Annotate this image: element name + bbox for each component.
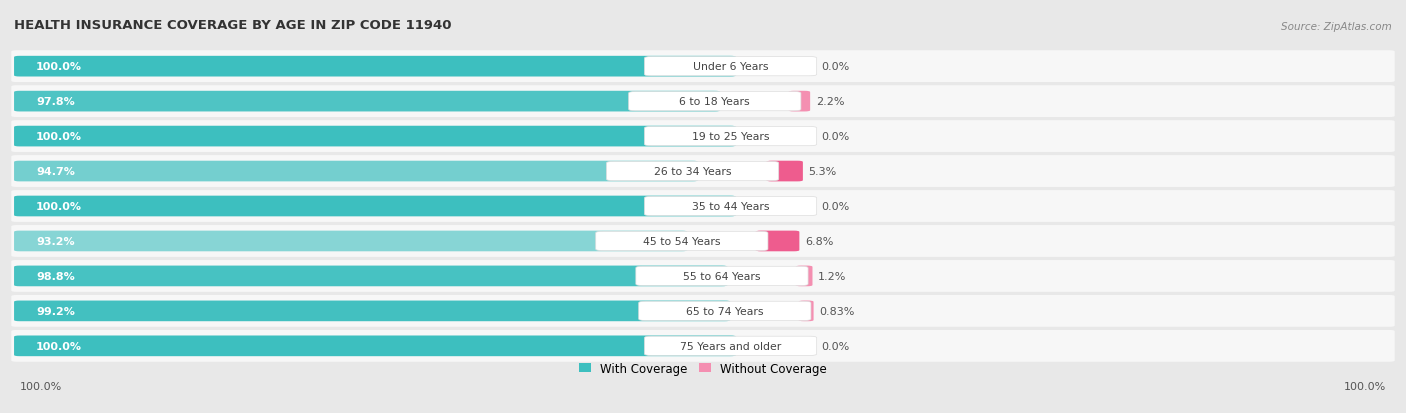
FancyBboxPatch shape	[11, 191, 1395, 222]
FancyBboxPatch shape	[606, 162, 779, 181]
FancyBboxPatch shape	[644, 197, 817, 216]
Text: 19 to 25 Years: 19 to 25 Years	[692, 132, 769, 142]
FancyBboxPatch shape	[11, 295, 1395, 327]
FancyBboxPatch shape	[14, 196, 737, 217]
Text: 100.0%: 100.0%	[37, 62, 82, 72]
Text: 26 to 34 Years: 26 to 34 Years	[654, 166, 731, 177]
FancyBboxPatch shape	[11, 121, 1395, 153]
FancyBboxPatch shape	[14, 336, 737, 356]
Text: 0.0%: 0.0%	[821, 62, 849, 72]
Text: 100.0%: 100.0%	[37, 132, 82, 142]
Text: 99.2%: 99.2%	[37, 306, 75, 316]
Text: 75 Years and older: 75 Years and older	[681, 341, 782, 351]
FancyBboxPatch shape	[789, 92, 810, 112]
Text: 100.0%: 100.0%	[20, 381, 62, 391]
Text: 0.0%: 0.0%	[821, 202, 849, 211]
FancyBboxPatch shape	[11, 330, 1395, 362]
FancyBboxPatch shape	[644, 57, 817, 76]
FancyBboxPatch shape	[14, 126, 737, 147]
FancyBboxPatch shape	[644, 337, 817, 356]
FancyBboxPatch shape	[755, 231, 800, 252]
Text: 2.2%: 2.2%	[815, 97, 844, 107]
Text: 0.83%: 0.83%	[820, 306, 855, 316]
Legend: With Coverage, Without Coverage: With Coverage, Without Coverage	[574, 357, 832, 380]
Text: 98.8%: 98.8%	[37, 271, 75, 281]
FancyBboxPatch shape	[14, 301, 730, 321]
FancyBboxPatch shape	[596, 232, 768, 251]
Text: 0.0%: 0.0%	[821, 132, 849, 142]
Text: 35 to 44 Years: 35 to 44 Years	[692, 202, 769, 211]
FancyBboxPatch shape	[11, 260, 1395, 292]
FancyBboxPatch shape	[14, 92, 720, 112]
Text: HEALTH INSURANCE COVERAGE BY AGE IN ZIP CODE 11940: HEALTH INSURANCE COVERAGE BY AGE IN ZIP …	[14, 19, 451, 32]
Text: Source: ZipAtlas.com: Source: ZipAtlas.com	[1281, 22, 1392, 32]
Text: 6.8%: 6.8%	[804, 236, 834, 247]
Text: 55 to 64 Years: 55 to 64 Years	[683, 271, 761, 281]
Text: 45 to 54 Years: 45 to 54 Years	[643, 236, 721, 247]
FancyBboxPatch shape	[636, 267, 808, 286]
FancyBboxPatch shape	[11, 156, 1395, 188]
Text: Under 6 Years: Under 6 Years	[693, 62, 768, 72]
FancyBboxPatch shape	[644, 127, 817, 146]
FancyBboxPatch shape	[14, 231, 688, 252]
FancyBboxPatch shape	[11, 86, 1395, 118]
Text: 100.0%: 100.0%	[1344, 381, 1386, 391]
FancyBboxPatch shape	[799, 301, 814, 321]
Text: 93.2%: 93.2%	[37, 236, 75, 247]
Text: 100.0%: 100.0%	[37, 341, 82, 351]
FancyBboxPatch shape	[14, 161, 699, 182]
Text: 94.7%: 94.7%	[37, 166, 75, 177]
Text: 100.0%: 100.0%	[37, 202, 82, 211]
Text: 6 to 18 Years: 6 to 18 Years	[679, 97, 751, 107]
Text: 65 to 74 Years: 65 to 74 Years	[686, 306, 763, 316]
Text: 97.8%: 97.8%	[37, 97, 75, 107]
FancyBboxPatch shape	[766, 161, 803, 182]
FancyBboxPatch shape	[14, 57, 737, 77]
Text: 5.3%: 5.3%	[808, 166, 837, 177]
FancyBboxPatch shape	[11, 51, 1395, 83]
FancyBboxPatch shape	[628, 92, 801, 112]
Text: 0.0%: 0.0%	[821, 341, 849, 351]
FancyBboxPatch shape	[14, 266, 727, 287]
Text: 1.2%: 1.2%	[818, 271, 846, 281]
FancyBboxPatch shape	[11, 225, 1395, 257]
FancyBboxPatch shape	[796, 266, 813, 287]
FancyBboxPatch shape	[638, 301, 811, 321]
